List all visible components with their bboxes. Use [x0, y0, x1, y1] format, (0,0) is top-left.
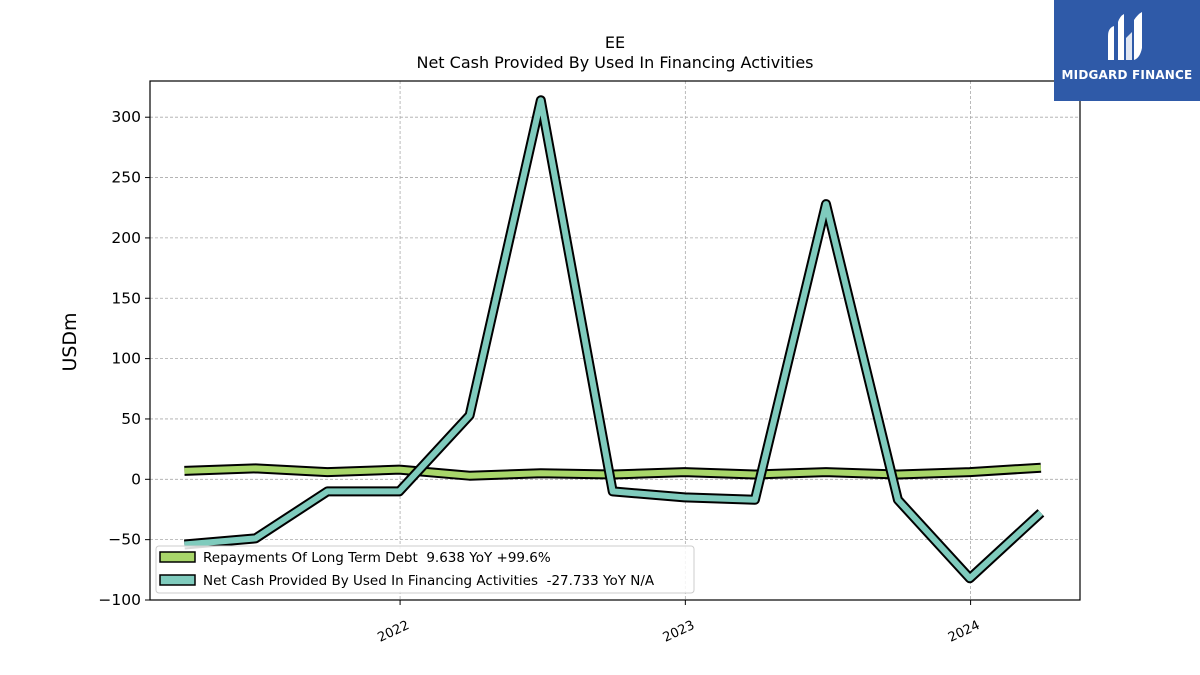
legend-label-repayments: Repayments Of Long Term Debt 9.638 YoY +…	[203, 550, 551, 566]
y-tick-label: 200	[111, 229, 141, 247]
legend-swatch-repayments	[159, 551, 196, 563]
x-tick-label: 2024	[946, 618, 982, 646]
chart-title: EE	[605, 33, 625, 52]
y-tick-label: 100	[111, 350, 141, 368]
grid	[150, 81, 1080, 601]
y-axis-label: USDm	[59, 312, 81, 371]
legend-box	[155, 545, 695, 594]
legend-label-financing: Net Cash Provided By Used In Financing A…	[203, 573, 655, 589]
y-tick-label: 0	[131, 470, 141, 488]
legend: Repayments Of Long Term Debt 9.638 YoY +…	[155, 545, 695, 594]
series-line-1	[184, 97, 1043, 582]
y-tick-label: 150	[111, 289, 141, 307]
y-tick-label: −50	[108, 531, 141, 549]
midgard-logo-icon	[1108, 12, 1142, 60]
y-tick-label: 50	[121, 410, 141, 428]
chart-subtitle: Net Cash Provided By Used In Financing A…	[416, 53, 813, 72]
y-tick-label: −100	[98, 591, 141, 609]
x-ticks: 2022 2023 2024	[375, 600, 982, 646]
y-tick-label: 300	[111, 108, 141, 126]
brand-name: MIDGARD FINANCE	[1061, 68, 1193, 82]
series-line-outline-1	[183, 95, 1045, 584]
y-tick-label: 250	[111, 169, 141, 187]
y-ticks: −100 −50 0 50 100 150 200 250 300	[98, 108, 150, 609]
series-layer	[183, 95, 1045, 584]
legend-swatch-financing	[159, 574, 196, 586]
plot-frame	[149, 80, 1081, 601]
x-tick-label: 2022	[375, 618, 411, 646]
brand-logo: MIDGARD FINANCE	[1054, 0, 1200, 101]
x-tick-label: 2023	[661, 618, 697, 646]
